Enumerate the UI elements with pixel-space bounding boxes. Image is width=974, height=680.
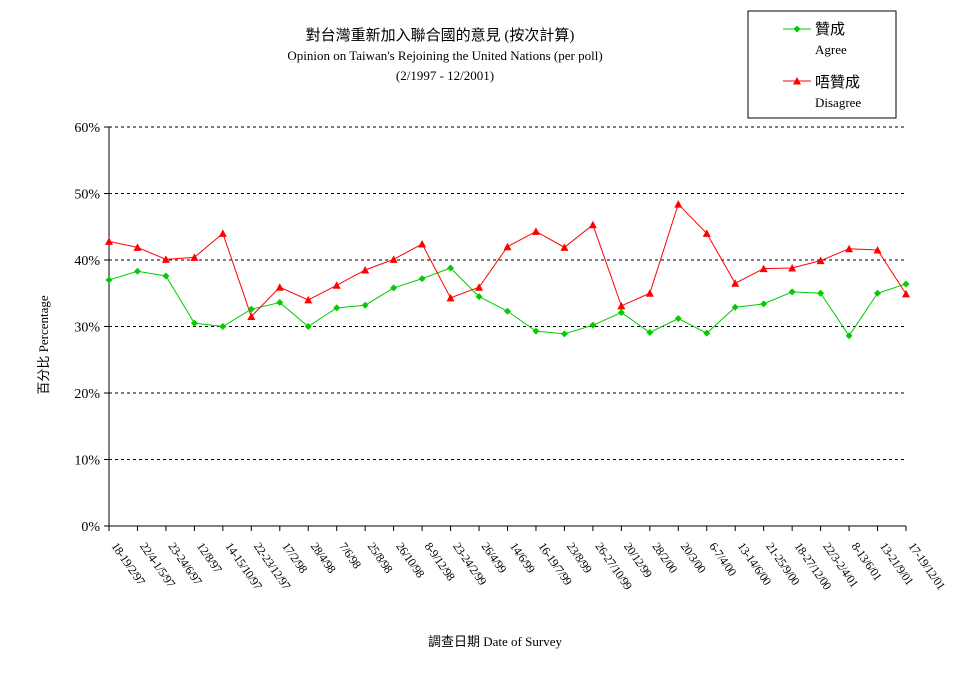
data-point-agree xyxy=(304,323,312,330)
x-axis: 18-19/2/9722/4-1/5/9723-24/6/9712/8/9714… xyxy=(108,525,949,593)
data-point-disagree xyxy=(503,242,512,251)
data-point-agree xyxy=(731,303,739,311)
data-point-agree xyxy=(133,267,141,275)
x-tick-label: 6-7/4/00 xyxy=(706,540,739,579)
legend-disagree-label: 唔贊成 xyxy=(815,74,860,91)
series-lines xyxy=(108,203,907,337)
data-point-agree xyxy=(276,299,284,307)
data-point-disagree xyxy=(531,227,540,235)
data-point-disagree xyxy=(788,263,797,272)
data-point-agree xyxy=(105,276,113,284)
data-point-disagree xyxy=(304,295,313,304)
legend-disagree-marker xyxy=(793,77,801,85)
gridlines xyxy=(109,126,906,460)
data-point-agree xyxy=(589,321,597,329)
data-point-agree xyxy=(247,305,255,313)
data-point-disagree xyxy=(873,246,882,254)
data-point-agree xyxy=(219,323,227,330)
data-point-disagree xyxy=(218,229,227,237)
data-point-disagree xyxy=(446,293,455,302)
chart-date-range: (2/1997 - 12/2001) xyxy=(396,68,494,83)
data-point-agree xyxy=(447,264,455,272)
x-tick-label: 7/6/98 xyxy=(336,540,364,572)
legend-agree-marker xyxy=(793,25,801,33)
data-point-disagree xyxy=(332,281,341,289)
data-point-agree xyxy=(333,304,341,312)
x-tick-label: 25/8/98 xyxy=(365,540,396,576)
data-point-agree xyxy=(760,300,768,308)
data-point-agree xyxy=(504,307,511,315)
data-point-disagree xyxy=(645,289,654,297)
data-point-disagree xyxy=(816,256,825,265)
data-point-disagree xyxy=(247,312,256,321)
chart-title: 對台灣重新加入聯合國的意見 (按次計算) xyxy=(306,26,575,44)
legend-agree-label-en: Agree xyxy=(815,42,847,57)
chart-subtitle: Opinion on Taiwan's Rejoining the United… xyxy=(287,48,602,63)
data-point-disagree xyxy=(674,200,683,208)
data-point-agree xyxy=(475,293,483,301)
data-point-disagree xyxy=(389,255,398,263)
data-point-disagree xyxy=(902,289,910,298)
x-axis-label: 調查日期 Date of Survey xyxy=(428,634,562,649)
data-point-disagree xyxy=(275,283,284,291)
data-point-disagree xyxy=(133,243,142,251)
data-point-agree xyxy=(646,328,654,336)
plot-area: 0% 10% 20% 30% 40% 50% 60% 18-19/2/9722/4-1/5/… xyxy=(74,121,948,592)
legend-agree-label: 贊成 xyxy=(815,21,845,38)
data-point-disagree xyxy=(759,264,768,273)
x-tick-label: 17-19/12/01 xyxy=(906,540,949,593)
data-point-agree xyxy=(390,284,398,292)
data-point-agree xyxy=(617,309,625,317)
x-tick-label: 14/6/99 xyxy=(507,540,538,576)
data-point-agree xyxy=(845,332,853,340)
y-axis-label: 百分比 Percentage xyxy=(36,295,51,395)
data-point-disagree xyxy=(361,265,370,274)
data-point-agree xyxy=(532,327,540,335)
data-point-disagree xyxy=(190,253,199,261)
data-point-agree xyxy=(190,319,198,327)
data-point-agree xyxy=(703,329,711,337)
data-point-disagree xyxy=(475,283,484,291)
data-point-agree xyxy=(817,289,825,297)
legend-disagree-label-en: Disagree xyxy=(815,95,861,110)
data-point-disagree xyxy=(105,237,113,245)
data-point-agree xyxy=(902,280,910,288)
data-point-disagree xyxy=(731,279,740,287)
data-point-disagree xyxy=(845,244,854,253)
y-tick-label: 30% xyxy=(74,321,100,336)
x-tick-label: 20/3/00 xyxy=(678,540,709,576)
x-tick-label: 28/4/98 xyxy=(308,540,339,576)
data-point-agree xyxy=(788,288,796,296)
x-tick-label: 26/10/98 xyxy=(393,540,427,581)
data-point-disagree xyxy=(588,220,597,229)
data-point-disagree xyxy=(702,229,711,237)
y-tick-label: 40% xyxy=(74,254,100,269)
legend: 贊成 Agree 唔贊成 Disagree xyxy=(747,10,897,119)
y-tick-label: 60% xyxy=(74,121,100,136)
data-point-disagree xyxy=(161,255,170,263)
data-point-agree xyxy=(874,289,882,297)
data-point-agree xyxy=(674,315,682,323)
data-point-agree xyxy=(162,272,170,280)
data-point-disagree xyxy=(418,240,427,248)
series-markers xyxy=(105,200,910,340)
y-tick-label: 50% xyxy=(74,188,100,203)
y-tick-label: 0% xyxy=(81,520,100,535)
y-tick-label: 10% xyxy=(74,454,100,469)
y-axis: 0% 10% 20% 30% 40% 50% 60% xyxy=(74,121,110,535)
legend-box xyxy=(747,10,897,119)
data-point-agree xyxy=(560,330,568,338)
y-tick-label: 20% xyxy=(74,387,100,402)
data-point-agree xyxy=(361,301,369,309)
data-point-disagree xyxy=(617,301,626,310)
series-line-agree xyxy=(108,267,907,337)
data-point-agree xyxy=(418,275,426,283)
data-point-disagree xyxy=(560,243,569,251)
